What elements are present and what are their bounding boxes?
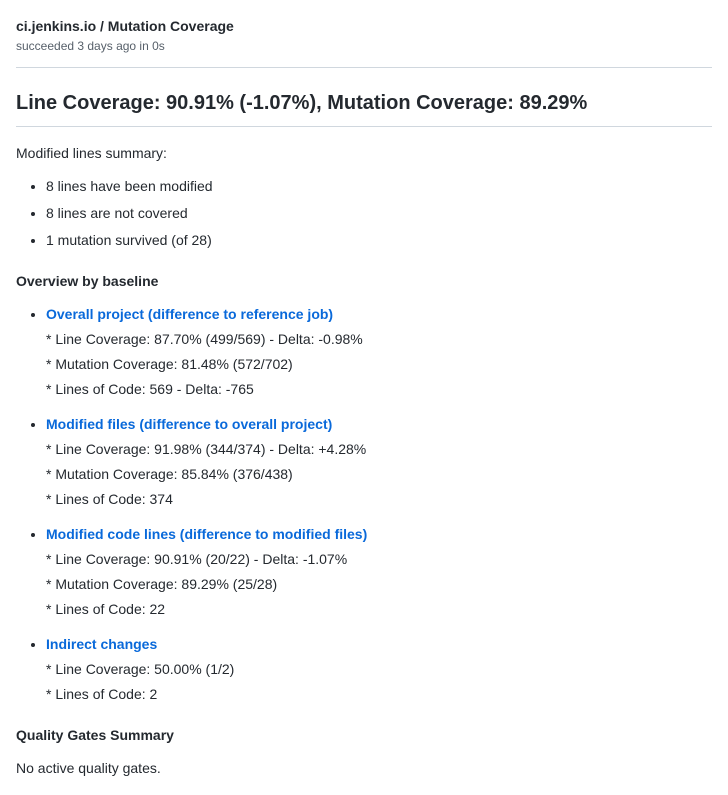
- list-item: 8 lines are not covered: [46, 203, 712, 224]
- overview-group: Overall project (difference to reference…: [46, 304, 712, 400]
- modified-code-lines-link[interactable]: Modified code lines (difference to modif…: [46, 526, 367, 542]
- overview-label: Overview by baseline: [16, 271, 712, 292]
- detail-line: * Lines of Code: 2: [46, 684, 712, 705]
- detail-line: * Mutation Coverage: 89.29% (25/28): [46, 574, 712, 595]
- quality-gates-label: Quality Gates Summary: [16, 725, 712, 746]
- list-item: 8 lines have been modified: [46, 176, 712, 197]
- list-item: 1 mutation survived (of 28): [46, 230, 712, 251]
- detail-line: * Lines of Code: 22: [46, 599, 712, 620]
- overview-group: Modified files (difference to overall pr…: [46, 414, 712, 510]
- modified-files-link[interactable]: Modified files (difference to overall pr…: [46, 416, 332, 432]
- overall-project-link[interactable]: Overall project (difference to reference…: [46, 306, 333, 322]
- quality-gates-text: No active quality gates.: [16, 758, 712, 779]
- indirect-changes-link[interactable]: Indirect changes: [46, 636, 157, 652]
- modified-summary-list: 8 lines have been modified 8 lines are n…: [16, 176, 712, 251]
- detail-line: * Lines of Code: 374: [46, 489, 712, 510]
- detail-line: * Line Coverage: 90.91% (20/22) - Delta:…: [46, 549, 712, 570]
- detail-line: * Line Coverage: 50.00% (1/2): [46, 659, 712, 680]
- detail-line: * Lines of Code: 569 - Delta: -765: [46, 379, 712, 400]
- detail-line: * Line Coverage: 91.98% (344/374) - Delt…: [46, 439, 712, 460]
- check-subtitle: succeeded 3 days ago in 0s: [16, 37, 712, 55]
- coverage-heading: Line Coverage: 90.91% (-1.07%), Mutation…: [16, 88, 712, 118]
- overview-group: Indirect changes * Line Coverage: 50.00%…: [46, 634, 712, 705]
- thin-divider: [16, 126, 712, 127]
- check-title: ci.jenkins.io / Mutation Coverage: [16, 16, 712, 37]
- divider: [16, 67, 712, 68]
- detail-line: * Mutation Coverage: 81.48% (572/702): [46, 354, 712, 375]
- overview-group: Modified code lines (difference to modif…: [46, 524, 712, 620]
- detail-line: * Line Coverage: 87.70% (499/569) - Delt…: [46, 329, 712, 350]
- detail-line: * Mutation Coverage: 85.84% (376/438): [46, 464, 712, 485]
- check-header: ci.jenkins.io / Mutation Coverage succee…: [16, 16, 712, 55]
- modified-summary-label: Modified lines summary:: [16, 143, 712, 164]
- overview-list: Overall project (difference to reference…: [16, 304, 712, 705]
